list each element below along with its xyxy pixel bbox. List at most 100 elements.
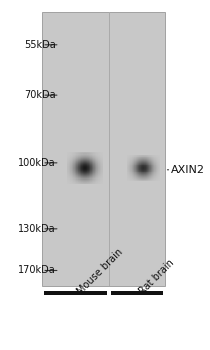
Bar <box>146 160 147 161</box>
Bar <box>97 159 98 160</box>
Bar <box>68 168 69 169</box>
Bar <box>136 180 137 181</box>
Bar <box>81 174 82 175</box>
Bar <box>87 182 88 183</box>
Bar <box>71 178 72 180</box>
Bar <box>128 156 129 158</box>
Bar <box>128 177 129 178</box>
Bar <box>77 163 78 164</box>
Bar <box>141 164 142 166</box>
Bar <box>99 160 100 161</box>
Bar <box>140 172 141 173</box>
Bar <box>69 181 70 182</box>
Bar <box>97 178 98 180</box>
Bar <box>98 160 99 161</box>
Bar <box>96 171 97 172</box>
Bar <box>128 175 129 176</box>
Bar <box>84 171 85 172</box>
Bar <box>72 163 73 164</box>
Bar <box>129 160 130 161</box>
Bar <box>84 181 85 182</box>
Bar <box>156 167 157 168</box>
Bar <box>133 164 134 166</box>
Bar <box>139 159 140 160</box>
Bar <box>147 175 148 176</box>
Bar <box>144 164 145 166</box>
Bar <box>79 158 80 159</box>
Bar <box>135 180 136 181</box>
Bar <box>90 164 91 165</box>
Bar <box>127 167 128 168</box>
Bar <box>150 155 151 156</box>
Bar <box>151 158 152 159</box>
Bar <box>153 172 154 173</box>
Bar <box>82 182 83 183</box>
Bar <box>91 164 92 165</box>
Bar <box>72 160 73 161</box>
Bar <box>78 163 79 164</box>
Bar <box>94 181 95 182</box>
Bar <box>100 166 101 167</box>
Bar <box>74 154 75 155</box>
Bar <box>150 169 151 170</box>
Bar <box>84 159 85 160</box>
Bar <box>154 176 155 177</box>
Bar <box>147 167 148 168</box>
Bar <box>89 155 90 156</box>
Bar <box>94 183 95 184</box>
Bar <box>140 178 141 179</box>
Bar <box>146 158 147 159</box>
Bar <box>143 162 144 163</box>
Bar <box>70 171 71 172</box>
Bar <box>80 176 81 177</box>
Bar <box>155 180 156 181</box>
Bar <box>157 167 158 168</box>
Bar <box>69 174 70 175</box>
Bar <box>72 176 73 177</box>
Bar <box>98 171 99 172</box>
Bar <box>159 162 160 163</box>
Bar <box>69 166 70 167</box>
Bar <box>152 176 153 177</box>
Bar <box>99 162 100 163</box>
Bar <box>157 179 158 180</box>
Bar <box>99 181 100 182</box>
Bar <box>88 156 89 158</box>
Bar <box>153 180 154 181</box>
Bar <box>157 161 158 162</box>
Bar <box>101 166 102 167</box>
Bar <box>147 177 148 178</box>
Bar <box>144 162 145 163</box>
Bar <box>148 177 149 178</box>
Bar <box>72 171 73 172</box>
Bar <box>154 173 155 174</box>
Bar <box>75 158 76 159</box>
Bar <box>146 166 147 167</box>
Bar <box>128 160 129 161</box>
Bar <box>94 170 95 171</box>
Bar <box>140 155 141 156</box>
Bar <box>132 163 133 164</box>
Bar <box>79 167 80 168</box>
Bar <box>70 155 71 156</box>
Bar <box>85 170 86 171</box>
Bar <box>81 153 82 154</box>
Bar <box>89 176 90 177</box>
Bar <box>88 163 89 164</box>
Bar <box>97 165 98 166</box>
Bar <box>135 164 136 166</box>
Bar <box>132 170 133 171</box>
Bar <box>99 155 100 156</box>
Bar <box>78 177 79 178</box>
Bar <box>96 173 97 174</box>
Bar <box>155 173 156 174</box>
Bar <box>145 169 146 170</box>
Bar <box>139 164 140 166</box>
Bar <box>71 177 72 178</box>
Bar <box>88 170 89 171</box>
Bar <box>87 181 88 182</box>
Bar <box>157 174 158 175</box>
Bar <box>67 178 68 180</box>
Bar <box>153 174 154 175</box>
Bar <box>77 165 78 166</box>
